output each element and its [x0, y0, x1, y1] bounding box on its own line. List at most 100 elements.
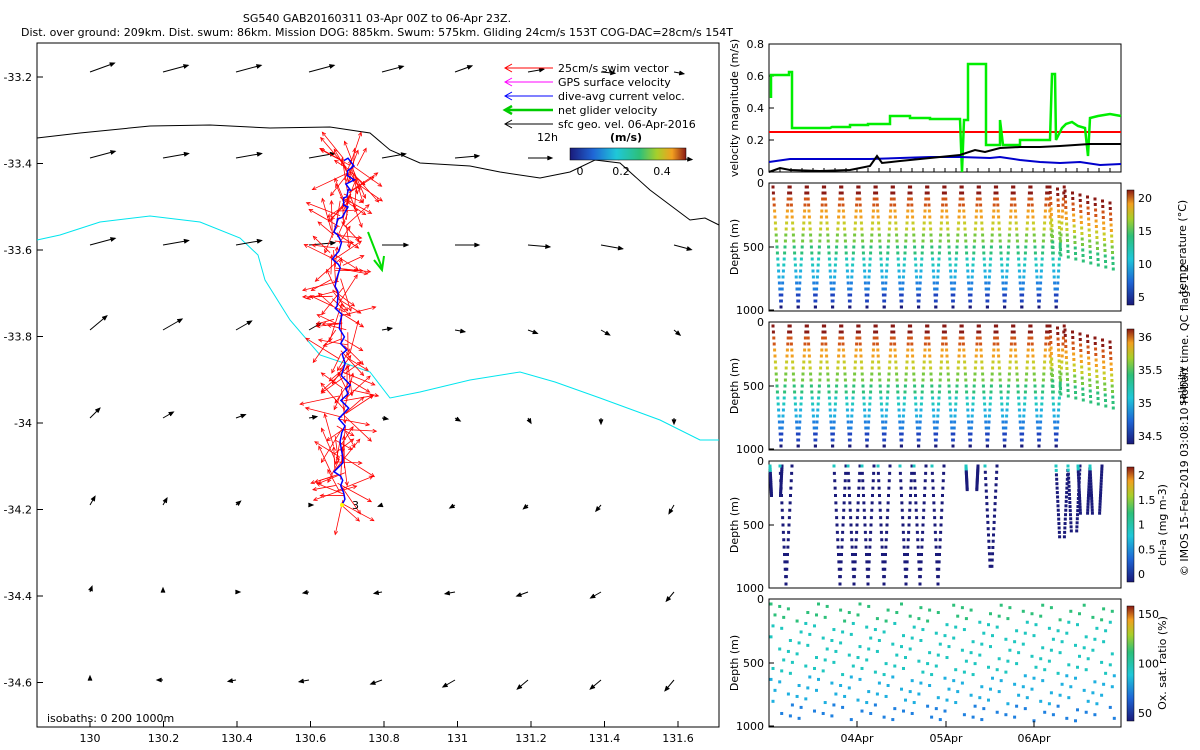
profile-mark [829, 420, 833, 424]
profile-mark [859, 221, 863, 225]
profile-mark [780, 669, 784, 673]
profile-mark [853, 366, 857, 370]
profile-mark [953, 269, 957, 273]
profile-mark [1066, 472, 1070, 476]
map-y-tick-label: -34 [14, 417, 32, 430]
profile-mark [867, 567, 871, 571]
swim-arrowhead [357, 235, 363, 240]
profile-mark [917, 432, 921, 436]
profile-mark [1010, 197, 1014, 201]
profile-mark [786, 553, 789, 556]
profile-mark [813, 709, 816, 713]
profile-mark [956, 614, 960, 618]
profile-mark [1037, 444, 1041, 448]
profile-mark [874, 324, 878, 328]
profile-mark [1051, 402, 1055, 406]
profile-mark [818, 233, 822, 237]
profile-mark [855, 342, 859, 346]
profile-mark [861, 384, 865, 388]
profile-mark [792, 378, 796, 382]
profile-mark [962, 354, 966, 358]
swim-arrowhead [367, 498, 373, 503]
profile-mark [816, 269, 820, 273]
legend-entry: GPS surface velocity [558, 76, 671, 89]
profile-mark [820, 209, 824, 213]
profile-mark [777, 420, 781, 424]
profile-mark [858, 336, 862, 340]
profile-mark [789, 336, 793, 340]
profile-mark [1065, 228, 1069, 231]
profile-mark [1096, 263, 1100, 267]
profile-mark [934, 438, 938, 442]
profile-mark [1063, 189, 1067, 193]
profile-mark [1033, 390, 1037, 394]
profile-mark [1052, 275, 1056, 279]
profile-mark [915, 287, 919, 291]
profile-mark [781, 523, 785, 527]
profile-mark [888, 471, 892, 475]
profile-mark [1059, 387, 1063, 390]
profile-mark [934, 707, 938, 711]
profile-mark [978, 696, 982, 700]
profile-mark [1111, 262, 1115, 265]
profile-mark [836, 545, 840, 549]
profile-mark [780, 468, 784, 472]
profile-mark [772, 342, 776, 346]
profile-mark [1056, 275, 1060, 279]
profile-mark [1042, 227, 1046, 231]
oxygen-y-tick-label: 1000 [736, 720, 764, 733]
profile-mark [1112, 674, 1116, 678]
profile-mark [915, 275, 919, 279]
chla-cbar-tick-label: 0.5 [1138, 543, 1156, 556]
profile-mark [1017, 402, 1021, 406]
profile-mark [1103, 254, 1107, 258]
profile-mark [891, 185, 895, 189]
profile-mark [771, 185, 775, 189]
profile-mark [937, 402, 941, 406]
profile-mark [862, 263, 866, 267]
profile-mark [800, 384, 804, 388]
profile-mark [1023, 257, 1027, 261]
swim-vector [334, 380, 351, 404]
swim-vector [323, 338, 343, 347]
profile-mark [1110, 245, 1114, 249]
swim-vector [340, 350, 364, 376]
profile-mark [774, 227, 778, 231]
profile-mark [837, 354, 841, 358]
profile-mark [901, 530, 905, 534]
profile-mark [883, 567, 887, 571]
profile-mark [1094, 219, 1098, 223]
profile-mark [952, 603, 956, 607]
profile-mark [945, 354, 949, 358]
swim-arrowhead [301, 294, 307, 299]
profile-mark [1051, 396, 1055, 400]
profile-mark [997, 690, 1001, 694]
profile-mark [998, 239, 1002, 243]
profile-mark [1088, 464, 1092, 468]
swim-arrowhead [317, 338, 323, 343]
swim-vector [321, 365, 351, 392]
map-panel: 130 130.2 130.4 130.6 130.8 131 131.2 131.4 131.… [4, 42, 720, 745]
profile-mark [1075, 521, 1079, 525]
profile-mark [889, 197, 893, 201]
profile-mark [984, 287, 988, 291]
profile-mark [973, 704, 977, 708]
profile-mark [942, 464, 946, 468]
profile-mark [886, 384, 890, 388]
swim-arrowhead [355, 438, 361, 444]
profile-mark [785, 209, 789, 213]
swim-vector [342, 449, 348, 486]
swim-arrowhead [317, 480, 323, 485]
profile-mark [969, 293, 973, 297]
geo-arrowhead [610, 70, 617, 76]
profile-mark [937, 251, 941, 255]
profile-mark [938, 718, 942, 722]
profile-mark [1095, 380, 1099, 384]
profile-mark [904, 582, 908, 586]
profile-mark [922, 501, 926, 505]
profile-mark [845, 257, 849, 261]
profile-mark [1058, 376, 1062, 379]
swim-arrowhead [354, 244, 360, 249]
profile-mark [823, 658, 827, 662]
profile-mark [987, 539, 991, 543]
